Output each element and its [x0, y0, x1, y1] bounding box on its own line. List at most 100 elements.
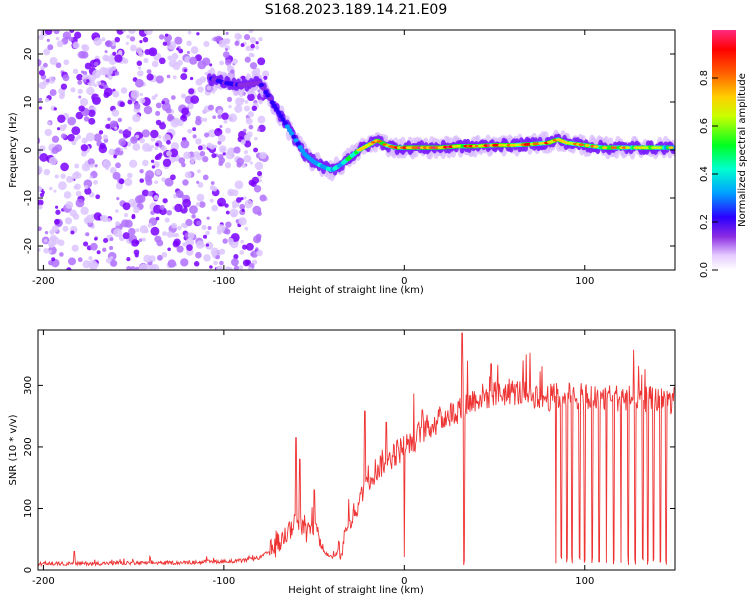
noise-speckle	[109, 237, 114, 242]
noise-speckle	[196, 169, 201, 174]
noise-speckle	[222, 152, 226, 156]
noise-speckle	[103, 237, 109, 243]
noise-speckle	[88, 259, 98, 269]
ridge-cell	[286, 127, 293, 133]
noise-speckle	[80, 206, 89, 215]
noise-speckle	[139, 178, 145, 183]
noise-speckle	[51, 257, 56, 262]
noise-speckle	[203, 254, 211, 262]
ridge-core	[656, 146, 663, 150]
noise-speckle	[178, 48, 184, 54]
snr-y-tick-label: 0	[23, 567, 34, 573]
noise-speckle	[86, 86, 95, 96]
noise-speckle	[119, 147, 123, 152]
noise-speckle	[55, 62, 62, 69]
noise-speckle	[90, 163, 95, 168]
noise-speckle	[90, 242, 98, 251]
noise-speckle	[225, 221, 232, 228]
noise-speckle	[154, 146, 159, 151]
noise-speckle	[63, 124, 68, 128]
noise-speckle	[94, 237, 98, 241]
noise-speckle	[177, 59, 183, 66]
noise-speckle	[212, 115, 217, 120]
noise-speckle	[116, 197, 120, 201]
noise-speckle	[102, 134, 108, 140]
noise-speckle	[46, 38, 50, 43]
noise-speckle	[158, 57, 166, 65]
snr-x-tick-label: 0	[401, 576, 407, 587]
noise-speckle	[102, 159, 112, 169]
noise-speckle	[31, 225, 36, 230]
noise-speckle	[171, 52, 179, 60]
noise-speckle	[258, 179, 262, 183]
noise-speckle	[242, 244, 248, 250]
noise-speckle	[115, 147, 121, 153]
noise-speckle	[38, 136, 41, 145]
noise-speckle	[117, 117, 123, 123]
noise-speckle	[218, 145, 227, 153]
noise-speckle	[98, 144, 108, 154]
noise-speckle	[213, 260, 218, 266]
noise-speckle	[257, 115, 266, 124]
noise-speckle	[84, 62, 92, 70]
noise-speckle	[240, 139, 246, 145]
noise-speckle	[83, 241, 89, 247]
noise-speckle	[137, 66, 142, 70]
noise-speckle	[245, 45, 252, 52]
noise-speckle	[54, 174, 59, 179]
noise-speckle	[105, 123, 111, 129]
noise-speckle	[178, 192, 184, 198]
noise-speckle	[118, 138, 127, 147]
noise-speckle	[190, 46, 199, 54]
noise-speckle	[248, 30, 254, 34]
noise-speckle	[189, 56, 198, 65]
noise-speckle	[101, 37, 106, 42]
spectrogram-y-tick-label: 0	[23, 147, 34, 153]
noise-speckle	[136, 194, 146, 204]
noise-speckle	[243, 128, 247, 133]
noise-speckle	[248, 124, 254, 130]
noise-speckle	[218, 248, 226, 255]
noise-speckle	[184, 171, 192, 179]
noise-speckle	[85, 132, 95, 142]
noise-speckle	[113, 228, 123, 238]
noise-speckle	[155, 110, 161, 116]
noise-speckle	[222, 238, 228, 244]
noise-speckle	[195, 202, 201, 207]
ridge-cell	[297, 145, 303, 150]
noise-speckle	[60, 83, 68, 90]
noise-speckle	[186, 244, 193, 251]
noise-speckle	[154, 93, 158, 98]
noise-speckle	[114, 36, 121, 43]
ridge-cell	[278, 114, 284, 119]
noise-speckle	[72, 41, 80, 49]
noise-speckle	[162, 158, 172, 167]
noise-speckle	[207, 129, 217, 138]
noise-speckle	[49, 57, 58, 65]
noise-speckle	[42, 62, 48, 68]
noise-speckle	[115, 221, 121, 227]
noise-speckle	[236, 161, 243, 168]
colorbar-tick-label: 0.2	[699, 214, 710, 230]
noise-speckle	[190, 160, 195, 166]
noise-speckle	[124, 219, 133, 228]
noise-speckle	[127, 126, 133, 132]
noise-speckle	[207, 226, 212, 231]
noise-speckle	[74, 163, 80, 169]
noise-speckle	[219, 260, 224, 266]
noise-speckle	[84, 109, 90, 115]
snr-series-line	[38, 332, 675, 568]
snr-y-ticks: 0 100 200 300	[23, 376, 675, 573]
noise-speckle	[118, 178, 125, 185]
noise-speckle	[47, 121, 51, 126]
noise-speckle	[101, 82, 105, 87]
noise-speckle	[60, 173, 66, 179]
noise-speckle	[155, 169, 162, 176]
noise-speckle	[124, 178, 133, 187]
noise-speckle	[183, 68, 187, 73]
noise-speckle	[93, 212, 102, 221]
noise-speckle	[232, 58, 238, 65]
noise-speckle	[104, 55, 111, 62]
noise-speckle	[187, 30, 192, 35]
noise-speckle	[239, 203, 246, 210]
